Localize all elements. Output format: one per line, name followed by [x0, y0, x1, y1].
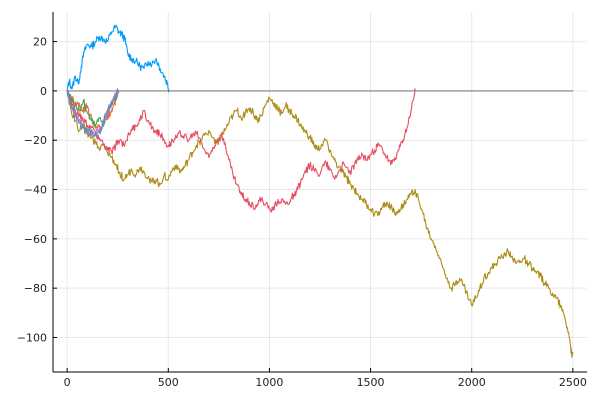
- x-tick-label-5: 2500: [559, 376, 587, 389]
- series-line-6: [66, 88, 416, 213]
- x-tick-label-1: 500: [158, 376, 179, 389]
- series-line-7: [66, 88, 119, 138]
- series-line-1: [66, 24, 170, 93]
- y-tick-label-5: −80: [24, 282, 47, 295]
- x-tick-label-4: 2000: [458, 376, 486, 389]
- y-tick-label-4: −60: [24, 233, 47, 246]
- y-tick-label-6: −100: [17, 331, 47, 344]
- tick-labels: 0 500 1000 1500 2000 2500 20 0 −20 −40 −60 −80 −100: [17, 36, 587, 389]
- axes: [52, 12, 587, 373]
- grid: [53, 12, 587, 372]
- x-tick-label-2: 1000: [255, 376, 283, 389]
- x-tick-label-3: 1500: [357, 376, 385, 389]
- series-lines: [66, 24, 574, 358]
- y-tick-label-2: −20: [24, 134, 47, 147]
- x-tick-label-0: 0: [64, 376, 71, 389]
- y-tick-label-3: −40: [24, 184, 47, 197]
- y-tick-label-1: 0: [40, 85, 47, 98]
- series-line-5: [66, 90, 574, 358]
- y-tick-label-0: 20: [33, 36, 47, 49]
